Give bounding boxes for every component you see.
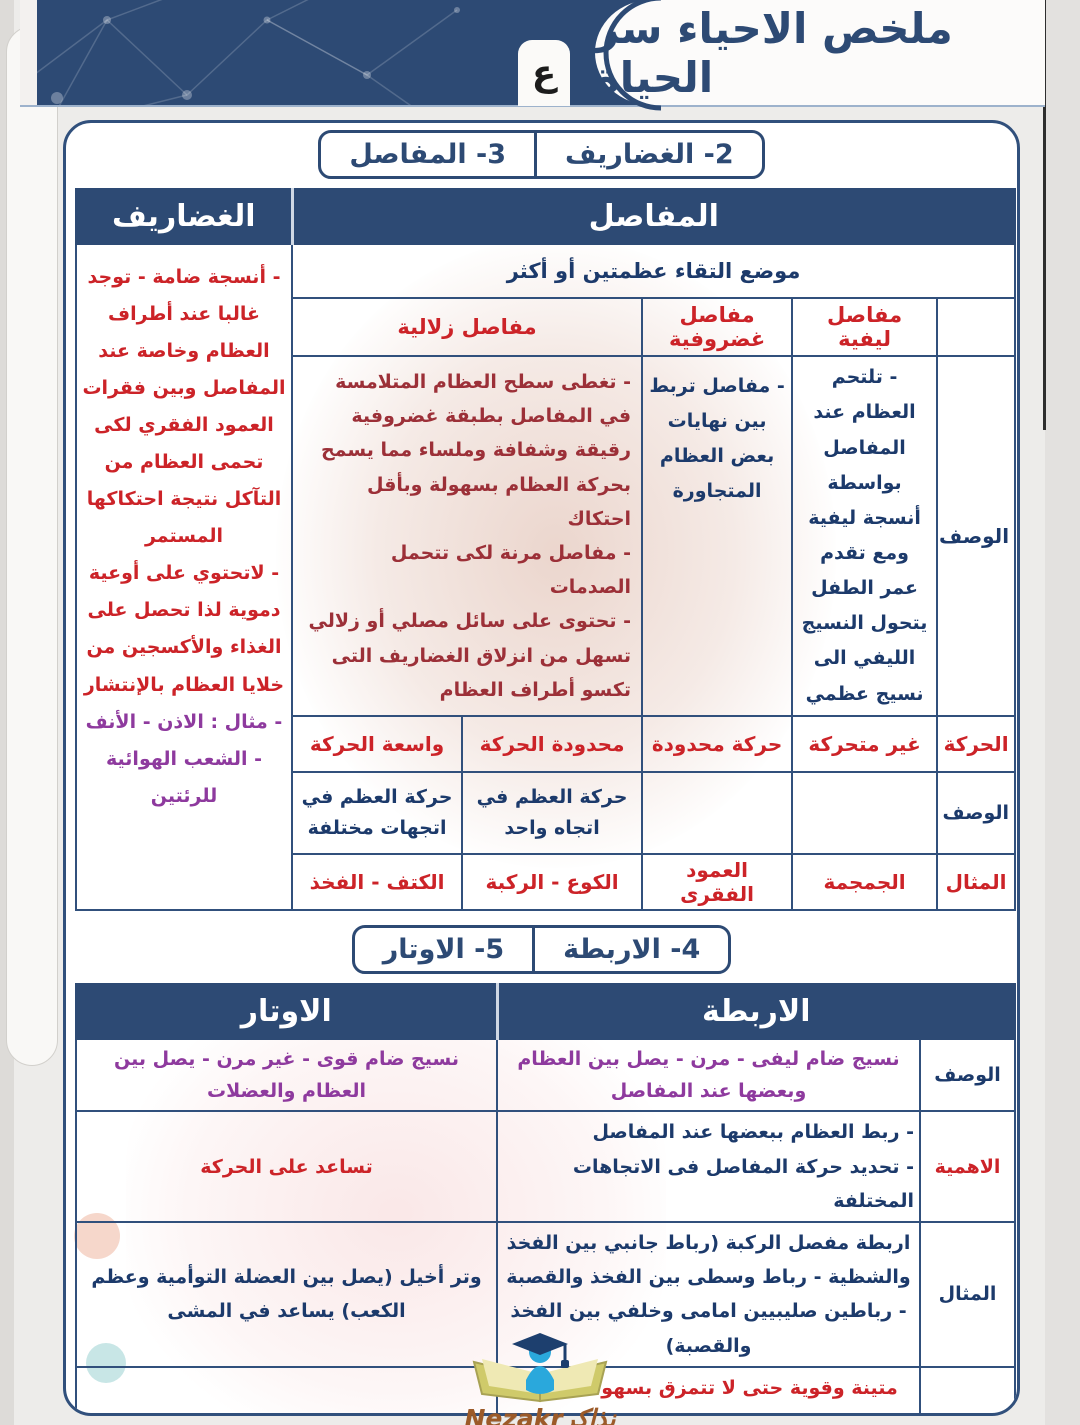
badge-joints-label: 3- المفاصل bbox=[349, 139, 507, 170]
synovial-note: - مفاصل مرنة لكى تتحمل الصدمات bbox=[390, 541, 632, 599]
joints-table: المفاصل الغضاريف موضع التقاء عظمتين أو أ… bbox=[75, 188, 1017, 911]
row-label-description-2: الوصف bbox=[936, 770, 1017, 855]
tendons-example-cell: وتر أخيل (يصل بين العضلة التوأمية وعظم ا… bbox=[75, 1221, 498, 1368]
synovial-description-cell: - تغطى سطح العظام المتلامسة في المفاصل ب… bbox=[290, 355, 644, 717]
empty-cell bbox=[791, 770, 939, 855]
arc-decoration bbox=[603, 0, 662, 111]
nezakr-watermark-text: Nezakrنذاكر bbox=[430, 1404, 650, 1425]
joints-header: المفاصل bbox=[290, 188, 1017, 245]
header-banner: ملخص الاحياء سر الحياة ع bbox=[20, 0, 1045, 111]
cartilage-note: - لاتحتوي على أوعية دموية لذا تحصل على ا… bbox=[83, 562, 285, 696]
content-card: 2- الغضاريف 3- المفاصل المفاصل الغضاريف … bbox=[63, 120, 1020, 1416]
banner-background bbox=[37, 0, 682, 105]
page-edge-line bbox=[1043, 0, 1046, 430]
row-label-example: المثال bbox=[936, 852, 1017, 911]
section-badge-ligaments: 4- الاربطة 5- الاوتار bbox=[351, 924, 732, 974]
synovial-note: - تحتوى على سائل مصلي أو زلالي تسهل من ا… bbox=[308, 610, 632, 701]
cartilage-notes-cell: - أنسجة ضامة - توجد غالبا عند أطراف العظ… bbox=[75, 243, 293, 911]
cartilage-note: - أنسجة ضامة - توجد غالبا عند أطراف العظ… bbox=[82, 266, 286, 548]
badge-cartilage-label: 2- الغضاريف bbox=[534, 133, 762, 176]
synovial-note: - تغطى سطح العظام المتلامسة في المفاصل ب… bbox=[320, 371, 632, 530]
row-label-description: الوصف bbox=[919, 1037, 1017, 1113]
watermark-latin: Nezakr bbox=[464, 1404, 563, 1425]
synovial-wide-movement-cell: واسعة الحركة bbox=[290, 714, 464, 773]
row-label-adaptation: الملائمة bbox=[919, 1365, 1017, 1413]
synovial-joints-header: مفاصل زلالية bbox=[290, 297, 644, 357]
watermark-arabic: نذاكر bbox=[562, 1404, 616, 1425]
fibrous-joints-header: مفاصل ليفية bbox=[791, 297, 939, 357]
fibrous-example-cell: الجمجمة bbox=[791, 852, 939, 911]
cartilaginous-joints-header: مفاصل غضروفية bbox=[641, 297, 794, 357]
ligaments-importance-item: - ربط العظام ببعضها عند المفاصل bbox=[592, 1121, 915, 1144]
badge-ligaments-label: 4- الاربطة bbox=[532, 927, 728, 971]
corner-tab: ع bbox=[518, 40, 570, 106]
title-pill: ملخص الاحياء سر الحياة bbox=[595, 0, 1045, 111]
empty-corner-cell bbox=[936, 297, 1017, 357]
row-label-movement: الحركة bbox=[936, 714, 1017, 773]
ligaments-description-cell: نسيج ضام ليفى - مرن - يصل بين العظام وبع… bbox=[495, 1037, 922, 1113]
fibrous-movement-cell: غير متحركة bbox=[791, 714, 939, 773]
graduate-book-logo-icon bbox=[472, 1333, 608, 1403]
row-label-importance: الاهمية bbox=[919, 1110, 1017, 1224]
tendons-header: الاوتار bbox=[75, 982, 498, 1040]
cartilaginous-example-cell: العمود الفقرى bbox=[641, 852, 794, 911]
multi-direction-description-cell: حركة العظم في اتجهات مختلفة bbox=[290, 770, 464, 855]
cartilaginous-movement-cell: حركة محدودة bbox=[641, 714, 794, 773]
tendons-importance-cell: تساعد على الحركة bbox=[75, 1110, 498, 1224]
cartilaginous-description-cell: - مفاصل تربط بين نهايات بعض العظام المتج… bbox=[641, 355, 794, 717]
ligaments-example-cell: اربطة مفصل الركبة (رباط جانبي بين الفخذ … bbox=[495, 1221, 922, 1368]
ligaments-tendons-table: الاربطة الاوتار الوصف نسيج ضام ليفى - مر… bbox=[75, 982, 1017, 1413]
row-label-example: المثال bbox=[919, 1221, 1017, 1368]
stacked-page-edge bbox=[6, 26, 58, 1066]
badge-tendons-label: 5- الاوتار bbox=[382, 933, 505, 965]
synovial-multi-dir-example-cell: الكتف - الفخذ bbox=[290, 852, 464, 911]
cartilage-note-example: - مثال : الاذن - الأنف - الشعب الهوائية … bbox=[85, 710, 283, 807]
row-label-description: الوصف bbox=[936, 355, 1017, 717]
synovial-one-dir-example-cell: الكوع - الركبة bbox=[461, 852, 644, 911]
joints-definition-cell: موضع التقاء عظمتين أو أكثر bbox=[290, 243, 1017, 299]
ligaments-importance-item: - تحديد حركة المفاصل فى الاتجاهات المختل… bbox=[572, 1155, 915, 1212]
tendons-description-cell: نسيج ضام قوى - غير مرن - يصل بين العظام … bbox=[75, 1037, 498, 1113]
section-badge-joints: 2- الغضاريف 3- المفاصل bbox=[318, 130, 765, 179]
page-title: ملخص الاحياء سر الحياة bbox=[595, 3, 954, 102]
fibrous-description-cell: - تلتحم العظام عند المفاصل بواسطة أنسجة … bbox=[791, 355, 939, 717]
ligaments-header: الاربطة bbox=[495, 982, 1017, 1040]
ligaments-importance-cell: - ربط العظام ببعضها عند المفاصل - تحديد … bbox=[495, 1110, 922, 1224]
nezakr-watermark: Nezakrنذاكر bbox=[430, 1328, 650, 1425]
cartilage-header: الغضاريف bbox=[75, 188, 293, 245]
one-direction-description-cell: حركة العظم في اتجاه واحد bbox=[461, 770, 644, 855]
network-pattern-decoration bbox=[37, 0, 460, 105]
right-gutter bbox=[1045, 0, 1080, 1425]
synovial-limited-movement-cell: محدودة الحركة bbox=[461, 714, 644, 773]
tendons-adaptation-cell: متينة وقوية حتى لا تتمزق بسهولة bbox=[75, 1365, 498, 1413]
empty-cell bbox=[641, 770, 794, 855]
